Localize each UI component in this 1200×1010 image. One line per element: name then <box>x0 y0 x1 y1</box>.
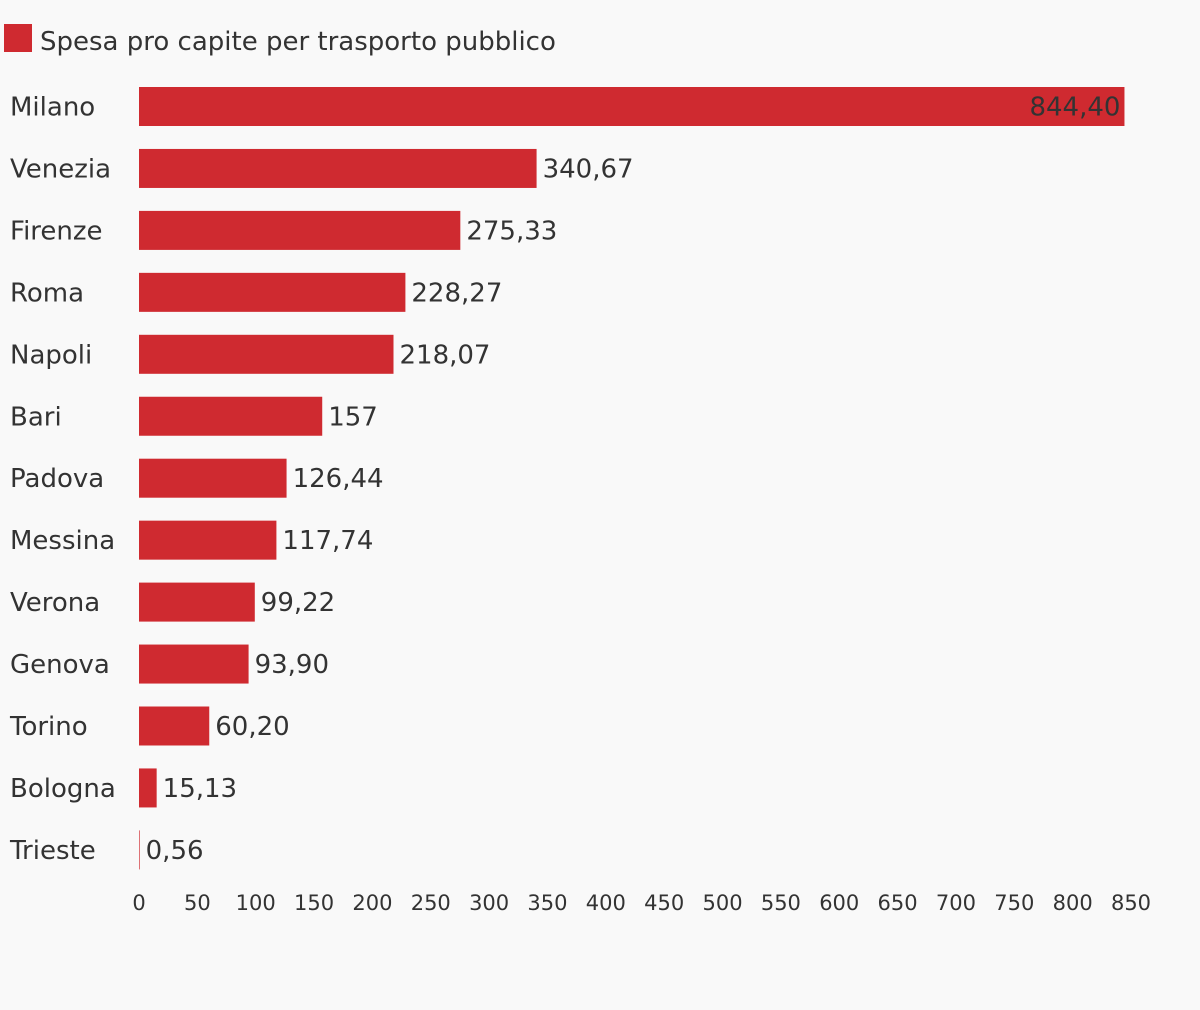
x-tick-label: 250 <box>411 891 451 915</box>
legend: Spesa pro capite per trasporto pubblico <box>4 24 556 57</box>
x-tick-label: 400 <box>586 891 626 915</box>
value-label: 93,90 <box>255 650 329 680</box>
category-label: Trieste <box>9 836 96 866</box>
category-label: Messina <box>10 526 115 556</box>
category-label: Napoli <box>10 340 92 370</box>
x-tick-label: 650 <box>878 891 918 915</box>
x-tick-label: 200 <box>352 891 392 915</box>
value-label: 157 <box>328 402 378 432</box>
x-tick-label: 450 <box>644 891 684 915</box>
category-label: Padova <box>10 464 104 494</box>
category-label: Bologna <box>10 774 116 804</box>
legend-swatch <box>4 24 32 52</box>
bar <box>139 272 406 312</box>
value-label: 99,22 <box>261 588 335 618</box>
value-label: 844,40 <box>1029 93 1120 123</box>
bar <box>139 706 210 746</box>
bar <box>139 87 1125 126</box>
bar <box>139 520 277 560</box>
category-label: Torino <box>9 712 88 742</box>
category-labels: Milano Venezia Firenze Roma Napoli Bari Padova… <box>9 93 116 866</box>
value-label: 0,56 <box>146 836 204 866</box>
category-label: Roma <box>10 278 84 308</box>
x-tick-label: 600 <box>819 891 859 915</box>
bars <box>139 87 1125 870</box>
x-tick-label: 300 <box>469 891 509 915</box>
value-label: 15,13 <box>163 774 237 804</box>
value-label: 60,20 <box>215 712 289 742</box>
value-label: 228,27 <box>411 278 502 308</box>
x-tick-label: 50 <box>184 891 211 915</box>
x-tick-label: 100 <box>236 891 276 915</box>
value-label: 218,07 <box>400 340 491 370</box>
x-tick-label: 800 <box>1053 891 1093 915</box>
bar <box>139 210 461 250</box>
category-label: Verona <box>10 588 100 618</box>
bar <box>139 458 287 498</box>
bar <box>139 334 394 374</box>
value-labels: 844,40 340,67 275,33 228,27 218,07 157 126,44 1… <box>146 93 1121 866</box>
category-label: Milano <box>10 93 95 123</box>
bar <box>139 644 249 684</box>
x-tick-label: 700 <box>936 891 976 915</box>
x-tick-label: 150 <box>294 891 334 915</box>
x-tick-label: 550 <box>761 891 801 915</box>
x-tick-label: 850 <box>1111 891 1151 915</box>
x-tick-label: 350 <box>527 891 567 915</box>
x-axis-ticks: 0 50 100 150 200 250 300 350 400 450 500 550 600 650 7… <box>132 891 1151 915</box>
value-label: 275,33 <box>466 216 557 246</box>
x-tick-label: 750 <box>994 891 1034 915</box>
category-label: Venezia <box>10 154 111 184</box>
category-label: Firenze <box>10 216 103 246</box>
x-tick-label: 0 <box>132 891 145 915</box>
bar <box>139 396 323 436</box>
value-label: 340,67 <box>543 154 634 184</box>
bar <box>139 582 255 622</box>
value-label: 126,44 <box>293 464 384 494</box>
value-label: 117,74 <box>282 526 373 556</box>
bar <box>139 830 140 870</box>
bar <box>139 148 537 188</box>
category-label: Genova <box>10 650 110 680</box>
legend-label: Spesa pro capite per trasporto pubblico <box>40 27 556 57</box>
x-tick-label: 500 <box>702 891 742 915</box>
category-label: Bari <box>10 402 62 432</box>
bar <box>139 768 157 808</box>
